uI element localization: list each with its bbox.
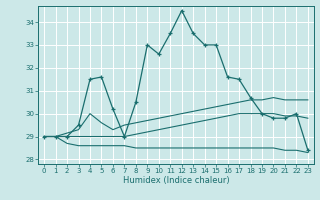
X-axis label: Humidex (Indice chaleur): Humidex (Indice chaleur) xyxy=(123,176,229,185)
